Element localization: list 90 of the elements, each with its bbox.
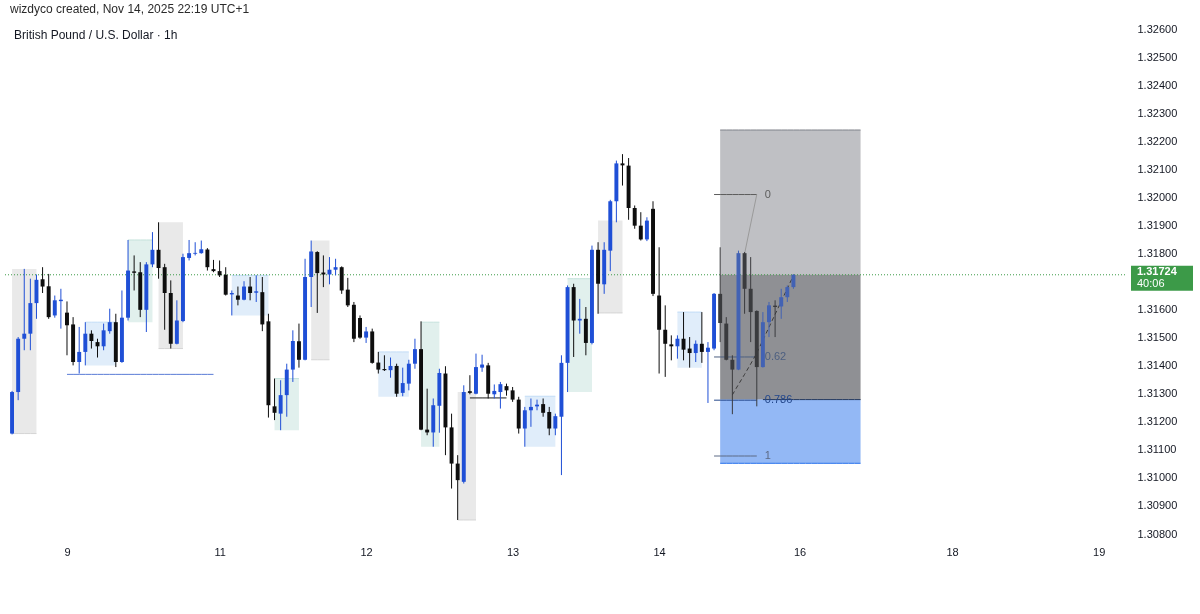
- candlestick: [767, 301, 771, 338]
- candlestick: [455, 454, 460, 521]
- candlestick: [156, 221, 161, 280]
- candlestick: [480, 354, 485, 373]
- candlestick: [705, 341, 710, 404]
- x-tick-label: 11: [214, 545, 226, 558]
- candlestick: [376, 351, 381, 375]
- y-tick-label: 1.31600: [1137, 303, 1178, 316]
- candlestick: [412, 338, 417, 370]
- candlestick: [174, 299, 179, 345]
- y-tick-label: 1.30900: [1137, 499, 1178, 512]
- candlestick: [132, 254, 137, 291]
- candlestick: [522, 406, 527, 448]
- candlestick: [235, 286, 240, 306]
- candlestick: [107, 308, 112, 335]
- candlestick: [272, 378, 277, 421]
- x-tick-label: 13: [506, 545, 520, 558]
- y-tick-label: 1.32600: [1137, 22, 1178, 35]
- candlestick: [254, 274, 259, 303]
- candlestick: [345, 277, 350, 308]
- candlestick: [632, 204, 637, 230]
- candlestick: [553, 413, 558, 436]
- y-tick-label: 1.31000: [1137, 471, 1178, 484]
- candlestick: [382, 354, 387, 372]
- candlestick: [296, 323, 301, 369]
- y-tick-label: 1.31400: [1137, 359, 1178, 372]
- candlestick: [83, 321, 88, 366]
- series-label: 0: [764, 187, 771, 200]
- candlestick: [40, 266, 45, 294]
- candlestick: [644, 216, 649, 242]
- ref-line-label: 1.31724: [1137, 264, 1178, 277]
- candlestick: [339, 265, 344, 295]
- candlestick: [278, 379, 283, 431]
- y-tick-label: 1.32000: [1137, 190, 1178, 203]
- candlestick: [528, 397, 533, 428]
- x-tick-label: 12: [360, 545, 373, 558]
- candlestick: [400, 367, 405, 397]
- y-tick-label: 1.31800: [1137, 246, 1178, 259]
- y-tick-label: 1.32100: [1137, 162, 1178, 175]
- candlestick: [663, 304, 668, 378]
- x-tick-label: 18: [946, 545, 959, 558]
- candlestick: [77, 326, 82, 375]
- candlestick: [675, 334, 680, 360]
- candlestick: [22, 268, 27, 351]
- x-tick-label: 16: [793, 545, 807, 558]
- candlestick: [150, 231, 155, 268]
- x-tick-label: 19: [1093, 545, 1106, 558]
- y-tick-label: 1.31300: [1137, 387, 1178, 400]
- candlestick: [779, 288, 784, 320]
- y-tick-label: 1.32500: [1137, 50, 1178, 63]
- candlestick: [187, 239, 192, 261]
- y-tick-label: 1.31900: [1137, 218, 1178, 231]
- candlestick: [223, 266, 228, 297]
- candlestick: [358, 314, 362, 340]
- y-tick-label: 1.32400: [1137, 78, 1178, 91]
- y-tick-label: 1.31200: [1137, 415, 1178, 428]
- y-tick-label: 1.32300: [1137, 106, 1178, 119]
- candlestick: [248, 276, 253, 301]
- series-label: 0.786: [764, 393, 793, 406]
- candlestick: [681, 311, 686, 361]
- x-tick-label: 9: [64, 545, 71, 558]
- candlestick: [205, 247, 210, 272]
- text: 40:06: [1137, 276, 1165, 289]
- chart-title: British Pound / U.S. Dollar · 1h: [14, 28, 178, 42]
- series-label: 0.62: [764, 349, 787, 362]
- candlestick: [193, 241, 198, 256]
- x-tick-label: 14: [653, 545, 666, 558]
- candlestick: [638, 211, 643, 242]
- candlestick: [541, 397, 546, 418]
- y-tick-label: 1.31100: [1137, 443, 1177, 456]
- candlestick: [315, 250, 320, 314]
- candlestick: [669, 334, 674, 361]
- y-tick-label: 1.31500: [1137, 331, 1178, 344]
- candlestick: [547, 406, 552, 436]
- candlestick: [498, 381, 503, 410]
- candlestick: [364, 326, 369, 344]
- y-tick-label: 1.32200: [1137, 134, 1178, 147]
- candlestick: [89, 329, 94, 350]
- candlestick: [34, 273, 39, 320]
- candlestick: [748, 256, 753, 343]
- candlestick: [101, 323, 106, 351]
- text: wizdyco created, Nov 14, 2025 22:19 UTC+1: [9, 2, 250, 16]
- candlestick: [52, 295, 57, 319]
- y-tick-label: 1.30800: [1137, 527, 1178, 540]
- candlestick: [406, 359, 411, 391]
- series-label: 1: [764, 449, 771, 462]
- candlestick: [65, 300, 69, 356]
- candlestick: [699, 311, 704, 364]
- candlestick: [693, 339, 698, 363]
- candlestick: [467, 374, 472, 395]
